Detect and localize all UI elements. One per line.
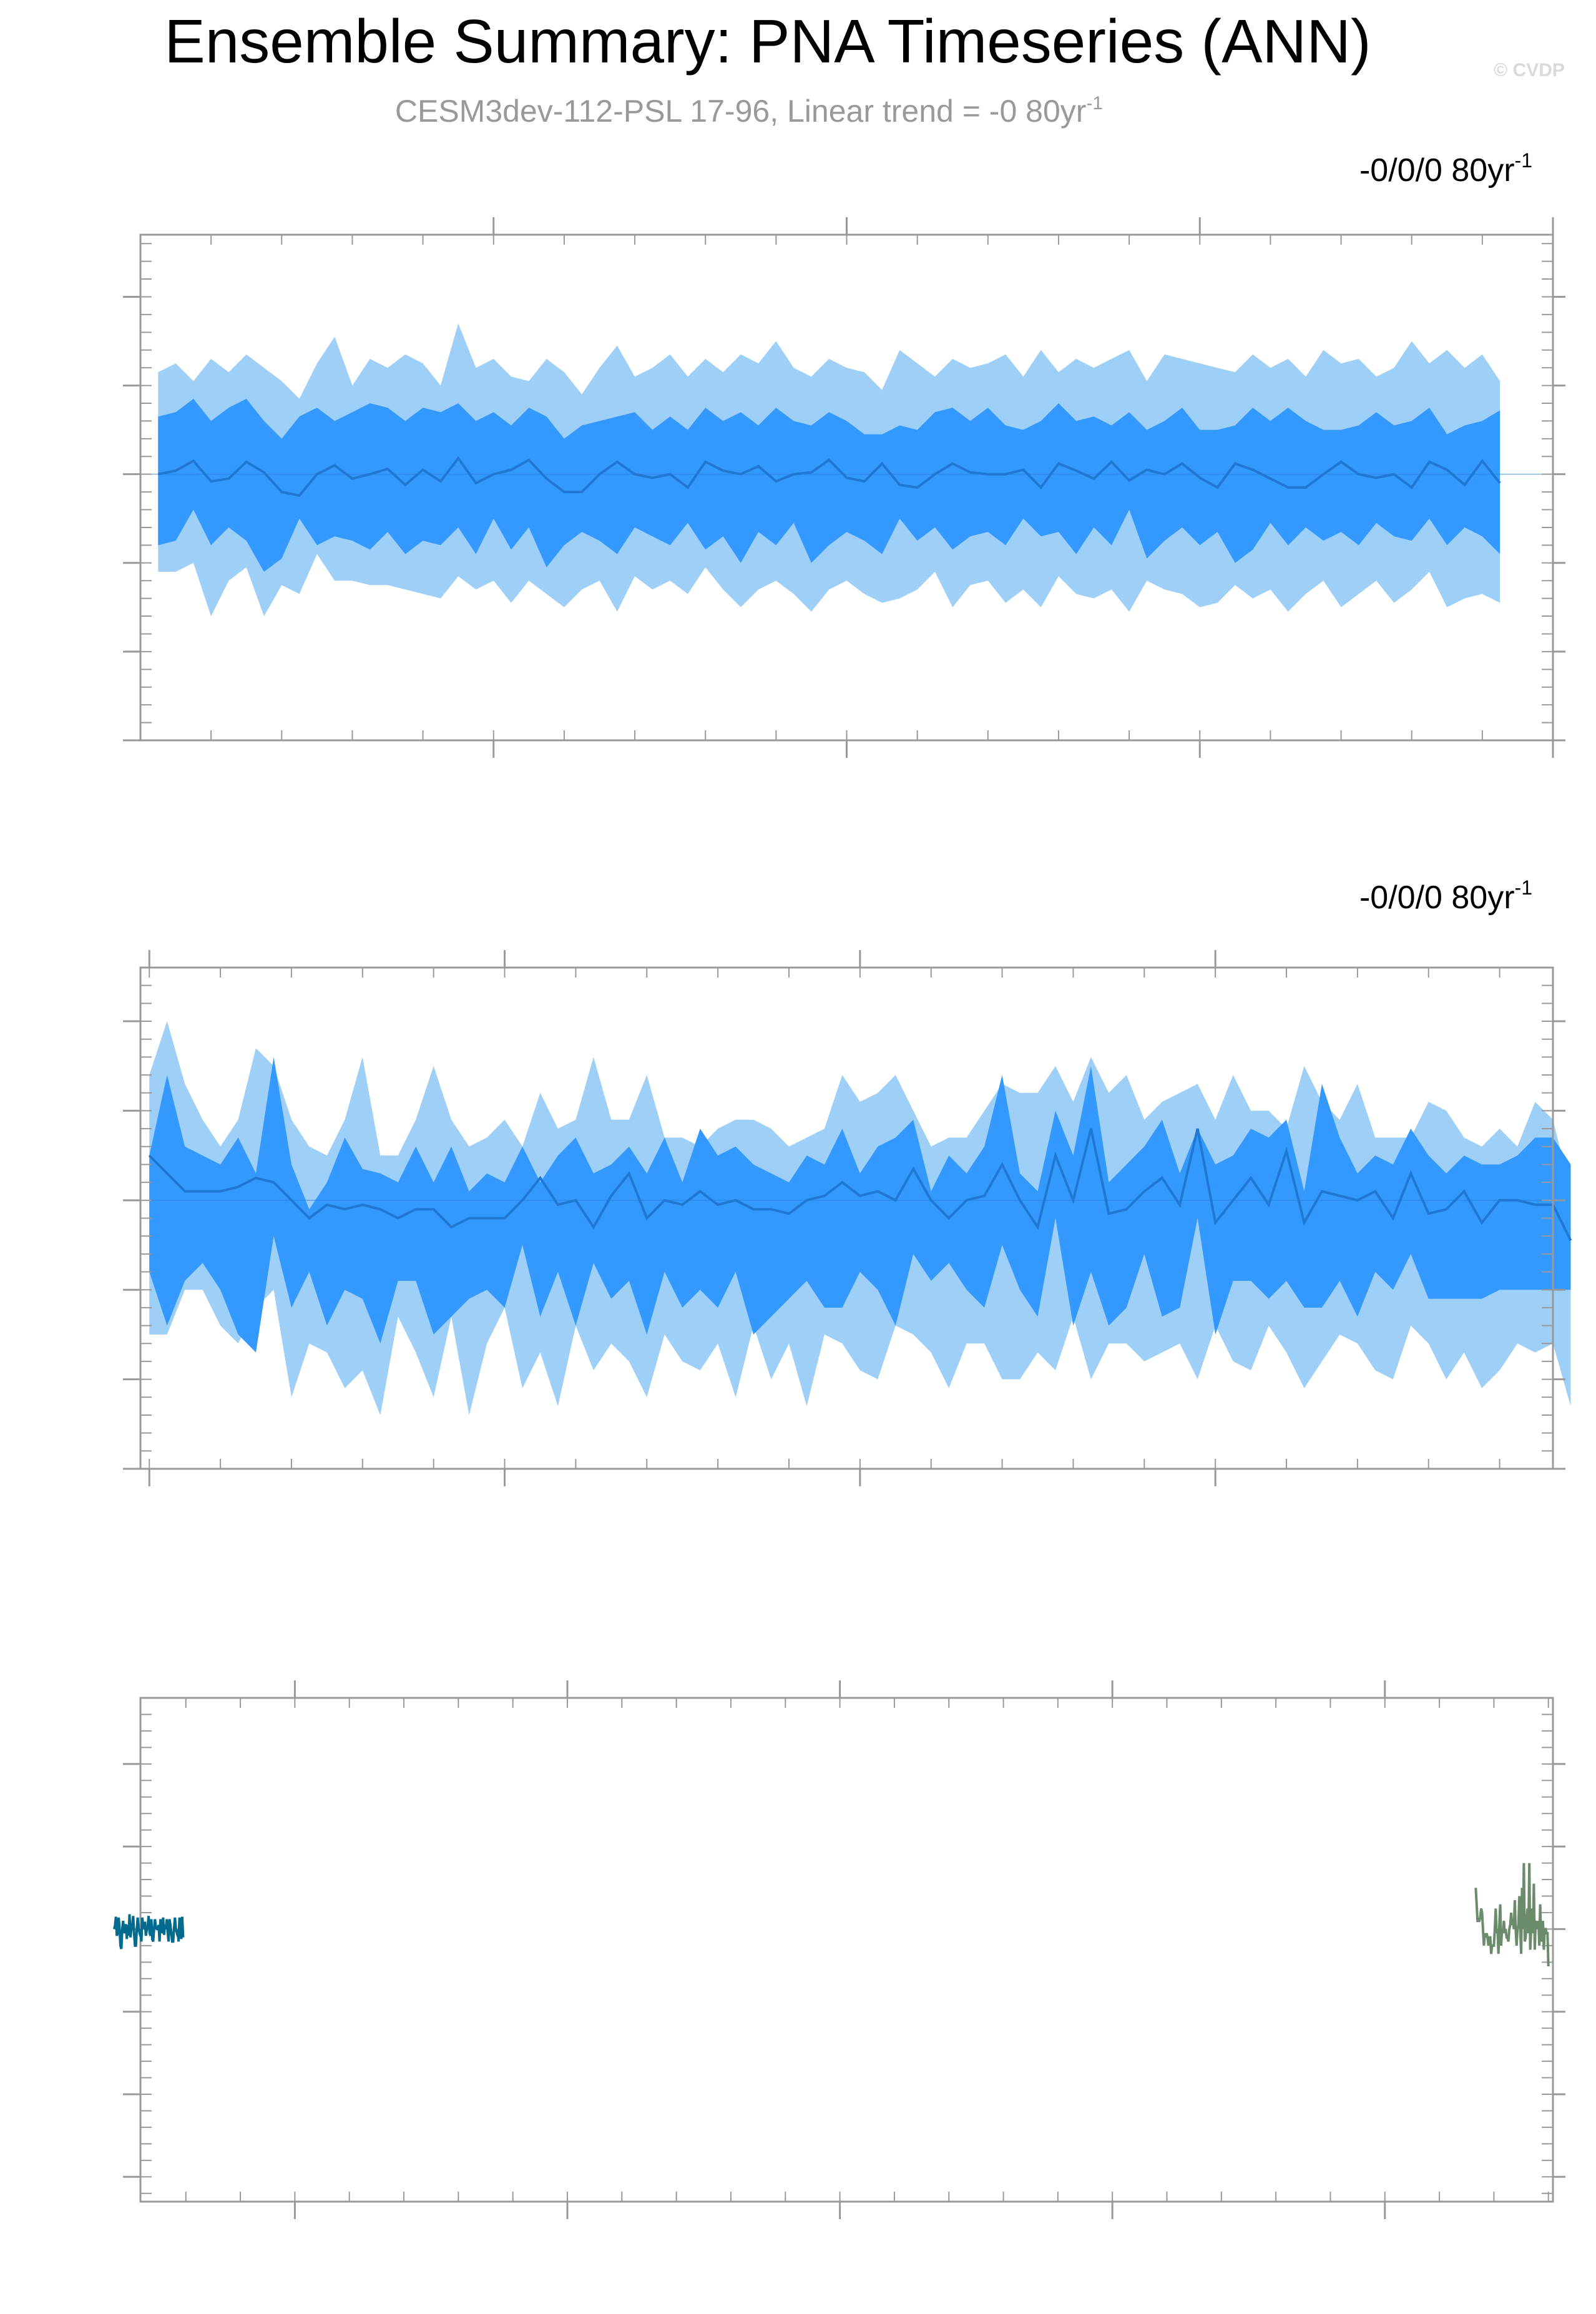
trend-text: -0/0/0 80yr — [1359, 880, 1515, 916]
obs-panel: -0/0/0 80yr-1 — [123, 876, 1572, 1486]
figure-title: Ensemble Summary: PNA Timeseries (ANN) — [164, 7, 1371, 76]
inner-spread-band — [149, 1057, 1571, 1353]
trend-sup: -1 — [1515, 876, 1532, 899]
obs-mean-series — [1474, 1863, 1550, 1967]
trend-label: -0/0/0 80yr-1 — [1359, 149, 1532, 189]
subtitle-sup: -1 — [1086, 93, 1103, 114]
trend-sup: -1 — [1515, 149, 1532, 172]
summary-panel — [112, 1680, 1565, 2219]
trend-label: -0/0/0 80yr-1 — [1359, 876, 1532, 916]
ensemble-mean-line — [148, 1128, 1572, 1242]
subtitle-text: CESM3dev-112-PSL 17-96, Linear trend = -… — [395, 94, 1087, 129]
figure-subtitle: CESM3dev-112-PSL 17-96, Linear trend = -… — [395, 93, 1103, 129]
cesm-panel: -0/0/0 80yr-1 — [123, 149, 1565, 758]
ensemble-mean-line — [157, 456, 1501, 497]
cesm-mean-series — [112, 1914, 185, 1949]
inner-spread-band — [158, 398, 1501, 572]
plot-frame — [139, 1697, 1554, 2203]
svg-text:CESM3dev-112-PSL 17-96, Linear: CESM3dev-112-PSL 17-96, Linear trend = -… — [395, 93, 1103, 129]
trend-text: -0/0/0 80yr — [1359, 152, 1515, 189]
watermark: © CVDP — [1494, 60, 1565, 81]
